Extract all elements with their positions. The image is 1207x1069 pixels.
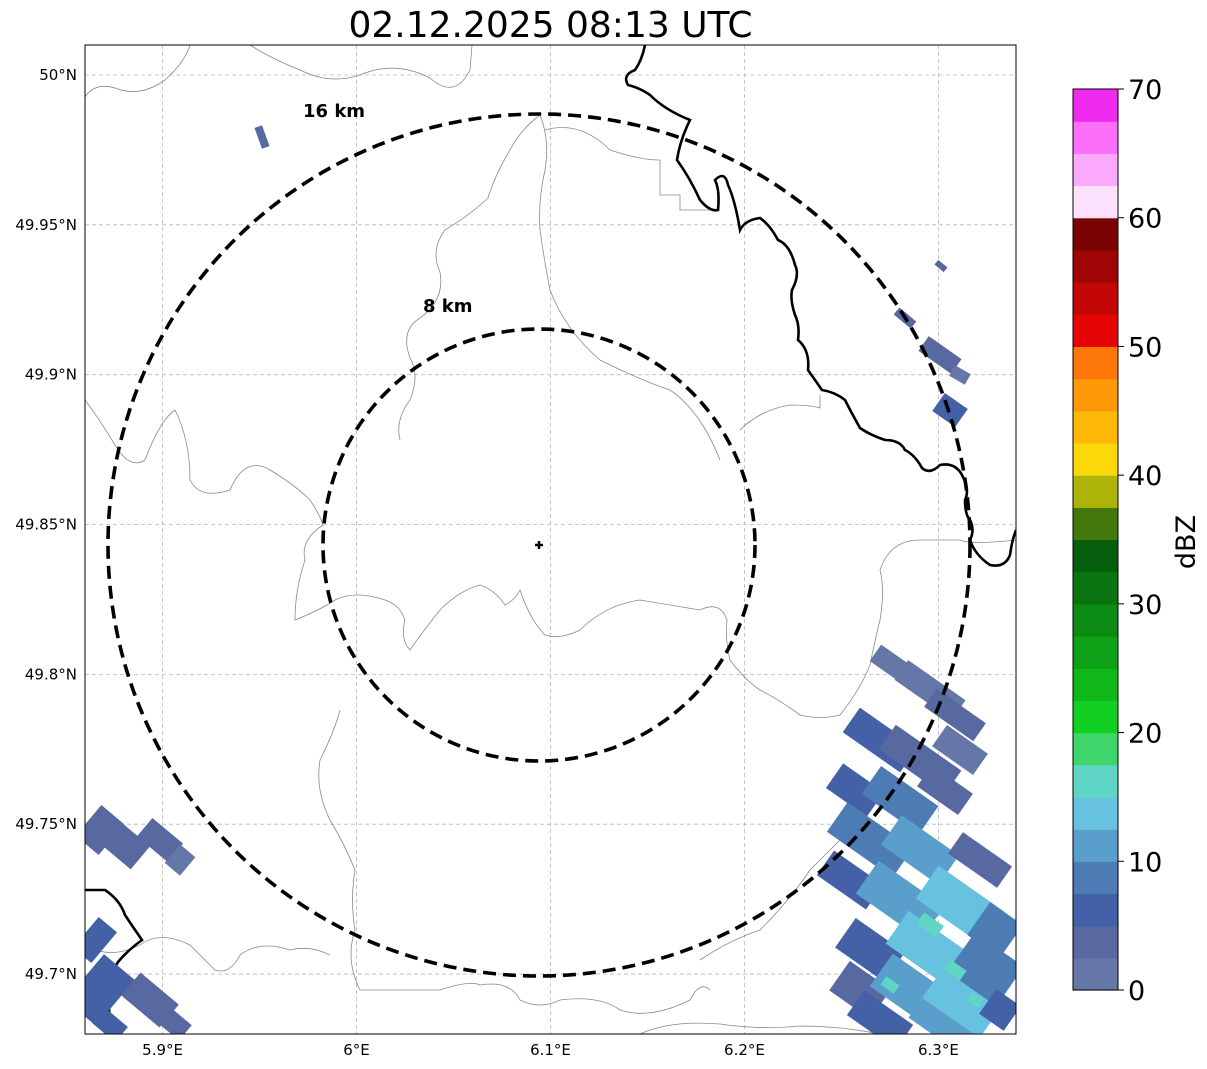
echo-cell	[861, 765, 939, 835]
radar-echoes	[85, 125, 1016, 1034]
lon-tick-label: 6.3°E	[918, 1041, 959, 1059]
colorbar-segment	[1073, 925, 1118, 959]
radar-center-marker	[535, 541, 543, 549]
latitude-tick-labels: 50°N 49.95°N 49.9°N 49.85°N 49.8°N 49.75°N 49.…	[15, 66, 77, 983]
colorbar-tick-label: 0	[1128, 976, 1145, 1007]
echo-cell	[148, 999, 192, 1034]
lat-tick-label: 49.7°N	[25, 965, 77, 983]
colorbar-segment	[1073, 603, 1118, 637]
echo-cell	[908, 997, 972, 1034]
range-ring-8km	[321, 327, 757, 763]
map-content	[85, 45, 1016, 1034]
echo-cell	[949, 365, 971, 385]
colorbar-segment	[1073, 185, 1118, 219]
colorbar-segment	[1073, 89, 1118, 122]
colorbar-tick-label: 30	[1128, 590, 1162, 621]
colorbar-segment	[1073, 410, 1118, 444]
lat-tick-label: 49.75°N	[15, 815, 77, 833]
echo-cell	[934, 259, 948, 273]
echo-cell	[946, 932, 1016, 1008]
lat-tick-label: 49.9°N	[25, 366, 77, 384]
range-label-16km: 16 km	[303, 101, 365, 122]
echo-cell	[917, 765, 973, 815]
colorbar-segment	[1073, 249, 1118, 283]
echo-cell	[85, 805, 125, 855]
colorbar-segment	[1073, 346, 1118, 380]
colorbar-segment	[1073, 732, 1118, 766]
gridlines	[85, 45, 1016, 1034]
colorbar-segment	[1073, 957, 1118, 991]
lon-tick-label: 5.9°E	[142, 1041, 183, 1059]
colorbar-tick-label: 70	[1128, 75, 1162, 106]
map-title: 02.12.2025 08:13 UTC	[348, 5, 753, 46]
echo-cell	[943, 959, 967, 981]
echo-cell	[825, 763, 885, 817]
echo-cell	[919, 968, 1001, 1034]
colorbar-segment	[1073, 700, 1118, 734]
colorbar-segment	[1073, 442, 1118, 476]
colorbar-tick-label: 10	[1128, 847, 1162, 878]
colorbar-axis-label: dBZ	[1171, 515, 1202, 569]
colorbar-segment	[1073, 764, 1118, 798]
echo-cell	[85, 916, 118, 964]
colorbar-frame	[1072, 88, 1119, 991]
range-label-8km: 8 km	[423, 296, 473, 317]
colorbar-segment	[1073, 796, 1118, 830]
colorbar-segment	[1073, 378, 1118, 412]
echo-cell	[947, 832, 1013, 888]
colorbar-segment	[1073, 507, 1118, 541]
echo-cell	[979, 989, 1016, 1031]
map-frame	[84, 44, 1017, 1035]
colorbar-segment	[1073, 475, 1118, 508]
lat-tick-label: 49.95°N	[15, 216, 77, 234]
colorbar-segment	[1073, 861, 1118, 895]
colorbar-tick-label: 40	[1128, 461, 1162, 492]
lat-tick-label: 49.8°N	[25, 665, 77, 683]
colorbar-segment	[1073, 571, 1118, 605]
echo-cell	[136, 817, 184, 863]
echo-cell	[100, 820, 150, 870]
colorbar-segment	[1073, 153, 1118, 187]
colorbar	[1073, 89, 1118, 991]
admin-boundaries	[85, 45, 1016, 1034]
echo-cell	[846, 990, 914, 1034]
colorbar-tick-label: 50	[1128, 332, 1162, 363]
colorbar-segment	[1073, 636, 1118, 669]
echo-cell	[916, 912, 944, 938]
colorbar-tick-labels: 0 10 20 30 40 50 60 70	[1118, 75, 1162, 1007]
echo-cell	[826, 802, 914, 878]
colorbar-segment	[1073, 668, 1118, 701]
colorbar-segment	[1073, 314, 1118, 348]
colorbar-tick-label: 60	[1128, 204, 1162, 235]
lat-tick-label: 50°N	[39, 66, 77, 84]
echo-cell	[966, 991, 984, 1009]
colorbar-segment	[1073, 829, 1118, 862]
echo-cell	[880, 976, 900, 994]
colorbar-tick-label: 20	[1128, 719, 1162, 750]
colorbar-segment	[1073, 217, 1118, 251]
lat-tick-label: 49.85°N	[15, 516, 77, 534]
longitude-tick-labels: 5.9°E 6°E 6.1°E 6.2°E 6.3°E	[142, 1041, 959, 1059]
echo-cell	[85, 954, 135, 1026]
echo-cell	[918, 336, 962, 374]
echo-cell	[254, 125, 270, 149]
range-ring-16km	[106, 112, 972, 978]
lon-tick-label: 6°E	[343, 1041, 370, 1059]
colorbar-segment	[1073, 539, 1118, 573]
lon-tick-label: 6.1°E	[530, 1041, 571, 1059]
colorbar-segment	[1073, 893, 1118, 927]
echo-cell	[932, 725, 988, 775]
colorbar-segment	[1073, 282, 1118, 315]
echo-cell	[164, 844, 196, 876]
colorbar-segment	[1073, 121, 1118, 154]
lon-tick-label: 6.2°E	[724, 1041, 765, 1059]
